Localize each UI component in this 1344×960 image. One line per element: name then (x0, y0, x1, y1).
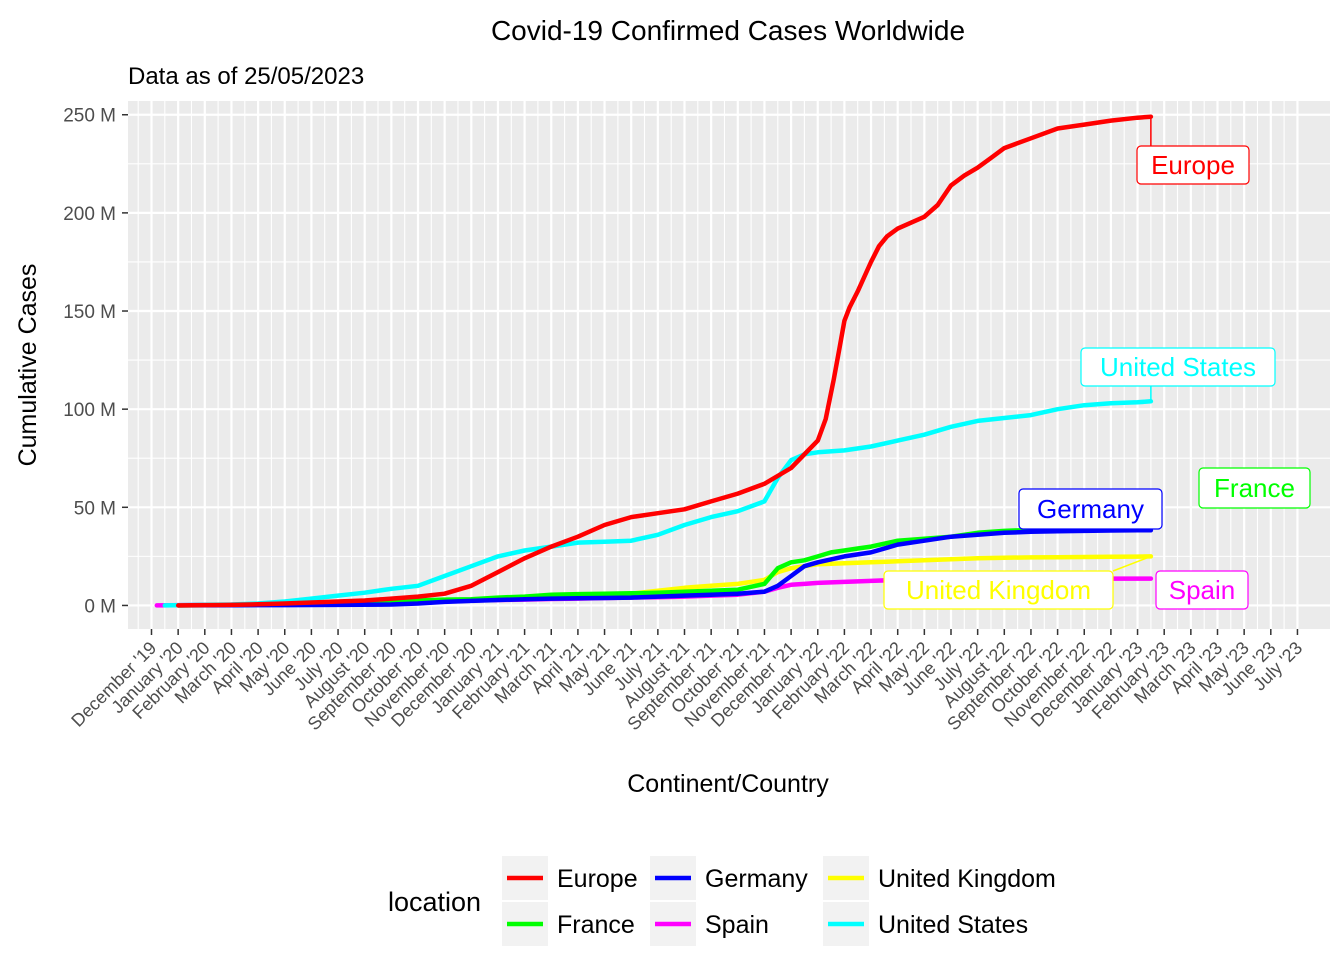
x-axis-title: Continent/Country (627, 770, 829, 798)
y-tick-label: 200 M (63, 204, 116, 225)
series-label-united-states: United States (1100, 352, 1256, 382)
legend-label-united-states: United States (878, 911, 1028, 939)
series-lines (154, 114, 1154, 608)
y-tick-label: 50 M (74, 498, 116, 519)
series-label-germany: Germany (1037, 494, 1144, 524)
chart-title: Covid-19 Confirmed Cases Worldwide (491, 15, 965, 46)
series-labels: Europe United States France Germany Spain Uni… (883, 116, 1311, 610)
y-axis: 0 M 50 M 100 M 150 M 200 M 250 M (63, 106, 128, 617)
y-tick-label: 0 M (84, 596, 116, 617)
label-box-united-states (1080, 347, 1276, 387)
y-tick-label: 250 M (63, 106, 116, 127)
legend-label-europe: Europe (557, 865, 638, 893)
chart-subtitle: Data as of 25/05/2023 (128, 63, 364, 90)
y-axis-title: Cumulative Cases (14, 264, 42, 467)
series-label-united-kingdom: United Kingdom (906, 575, 1091, 605)
series-line-europe (175, 114, 1154, 608)
legend-label-united-kingdom: United Kingdom (878, 865, 1056, 893)
label-box-germany (1018, 488, 1163, 530)
legend-label-france: France (557, 911, 635, 939)
label-box-united-kingdom (883, 570, 1114, 610)
series-line-united-states (162, 399, 1154, 608)
legend: location Europe France Germany Spain United … (388, 856, 1056, 946)
series-line-germany (175, 528, 1154, 608)
label-box-france (1198, 467, 1311, 509)
series-label-spain: Spain (1169, 575, 1236, 605)
series-label-europe: Europe (1151, 150, 1235, 180)
y-tick-label: 100 M (63, 400, 116, 421)
label-box-spain (1155, 570, 1249, 610)
series-label-france: France (1214, 473, 1295, 503)
grid (128, 101, 1330, 629)
legend-title: location (388, 887, 481, 917)
y-tick-label: 150 M (63, 302, 116, 323)
legend-label-spain: Spain (705, 911, 769, 939)
label-box-europe (1136, 145, 1250, 185)
legend-label-germany: Germany (705, 865, 808, 893)
label-segment-united-kingdom (1112, 555, 1152, 572)
